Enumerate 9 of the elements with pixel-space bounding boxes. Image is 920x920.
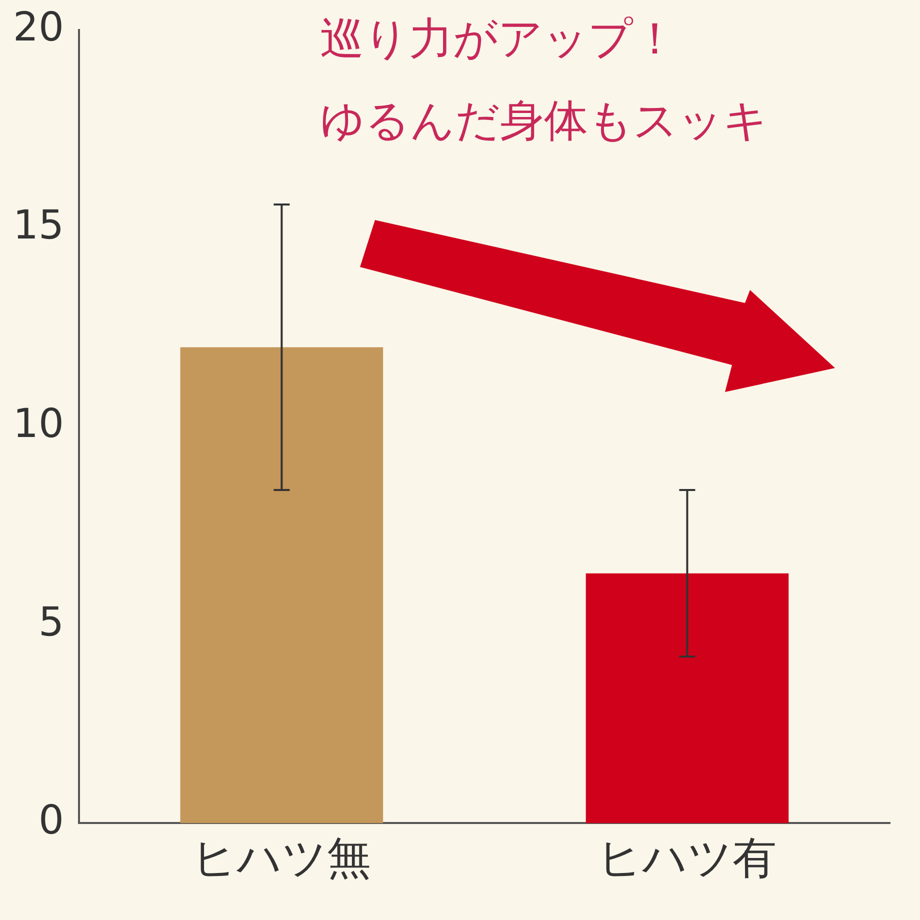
- y-tick-label: 0: [38, 798, 64, 844]
- y-tick-label: 20: [12, 4, 64, 50]
- x-tick-label: ヒハツ有: [598, 833, 777, 884]
- y-tick-label: 15: [12, 202, 64, 249]
- annotation: 巡り力がアップ！: [320, 13, 677, 64]
- y-tick-label: 10: [12, 400, 64, 447]
- annotation: ゆるんだ身体もスッキ: [320, 95, 768, 146]
- y-tick-label: 5: [38, 599, 64, 646]
- x-tick-label: ヒハツ無: [192, 833, 372, 884]
